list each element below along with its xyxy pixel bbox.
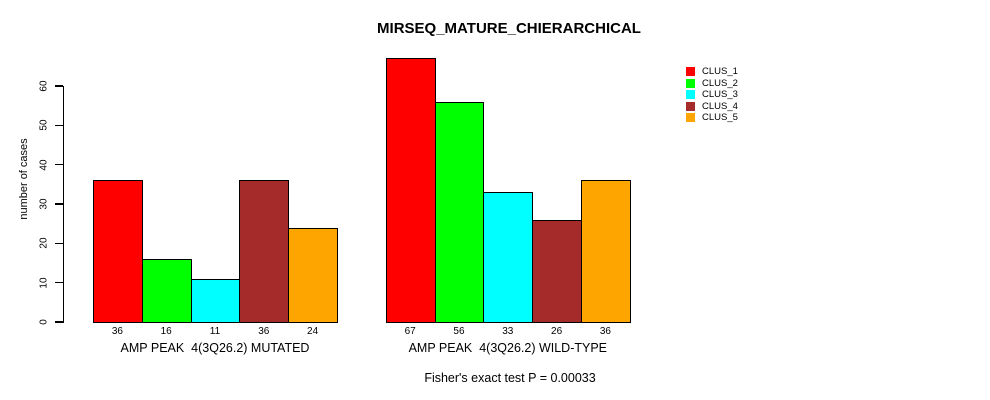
bar-clus_2-group2 xyxy=(434,101,485,323)
legend-label: CLUS_4 xyxy=(702,100,738,112)
legend-label: CLUS_1 xyxy=(702,66,738,77)
y-tick-label: 10 xyxy=(38,277,50,289)
legend-item: CLUS_3 xyxy=(686,89,738,100)
bar-clus_3-group2 xyxy=(483,192,534,323)
bar-value-label: 67 xyxy=(404,326,416,337)
legend-label: CLUS_2 xyxy=(702,77,738,89)
legend-item: CLUS_1 xyxy=(686,66,738,77)
y-axis-label: number of cases xyxy=(18,138,30,220)
bar-value-label: 16 xyxy=(160,326,172,337)
bar-value-label: 36 xyxy=(111,326,123,337)
bar-clus_5-group2 xyxy=(581,180,631,323)
bar-value-label: 33 xyxy=(502,326,514,337)
bar-value-label: 24 xyxy=(307,326,319,337)
legend-item: CLUS_4 xyxy=(686,101,738,112)
legend-item: CLUS_2 xyxy=(686,78,738,89)
legend-item: CLUS_5 xyxy=(686,112,738,123)
y-tick-label: 40 xyxy=(38,159,50,171)
y-tick-label: 60 xyxy=(38,80,50,92)
y-tick-mark xyxy=(55,124,63,127)
legend-swatch-clus_3 xyxy=(686,90,695,100)
bar-clus_2-group1 xyxy=(141,259,192,323)
bar-value-label: 36 xyxy=(258,326,270,337)
bar-clus_3-group1 xyxy=(190,278,241,323)
y-tick-mark xyxy=(55,203,63,205)
group-label: AMP PEAK 4(3Q26.2) WILD-TYPE xyxy=(408,341,608,355)
footnote-text: Fisher's exact test P = 0.00033 xyxy=(424,371,596,385)
legend-swatch-clus_5 xyxy=(686,113,695,123)
bar-clus_1-group2 xyxy=(385,58,436,323)
bar-clus_4-group2 xyxy=(532,219,582,323)
legend-swatch-clus_2 xyxy=(686,78,695,88)
bar-value-label: 56 xyxy=(453,326,465,337)
y-tick-mark xyxy=(55,281,63,284)
y-tick-label: 30 xyxy=(38,198,50,210)
legend-swatch-clus_1 xyxy=(686,67,695,76)
bar-clus_5-group1 xyxy=(288,227,338,323)
bar-clus_1-group1 xyxy=(93,180,143,323)
legend-swatch-clus_4 xyxy=(686,101,695,111)
y-axis-line xyxy=(63,86,65,323)
y-tick-mark xyxy=(55,321,63,323)
y-tick-label: 20 xyxy=(38,237,50,249)
y-tick-mark xyxy=(55,242,63,245)
chart-title: MIRSEQ_MATURE_CHIERARCHICAL xyxy=(377,20,641,37)
legend-label: CLUS_3 xyxy=(702,89,738,101)
bar-value-label: 26 xyxy=(551,326,563,337)
bar-clus_4-group1 xyxy=(239,180,290,323)
legend-label: CLUS_5 xyxy=(702,112,738,124)
bar-value-label: 11 xyxy=(209,326,221,337)
y-tick-label: 50 xyxy=(38,119,50,131)
y-tick-mark xyxy=(55,163,63,166)
bar-value-label: 36 xyxy=(599,326,611,337)
y-tick-label: 0 xyxy=(38,319,50,325)
group-label: AMP PEAK 4(3Q26.2) MUTATED xyxy=(120,341,310,355)
y-tick-mark xyxy=(55,85,63,87)
